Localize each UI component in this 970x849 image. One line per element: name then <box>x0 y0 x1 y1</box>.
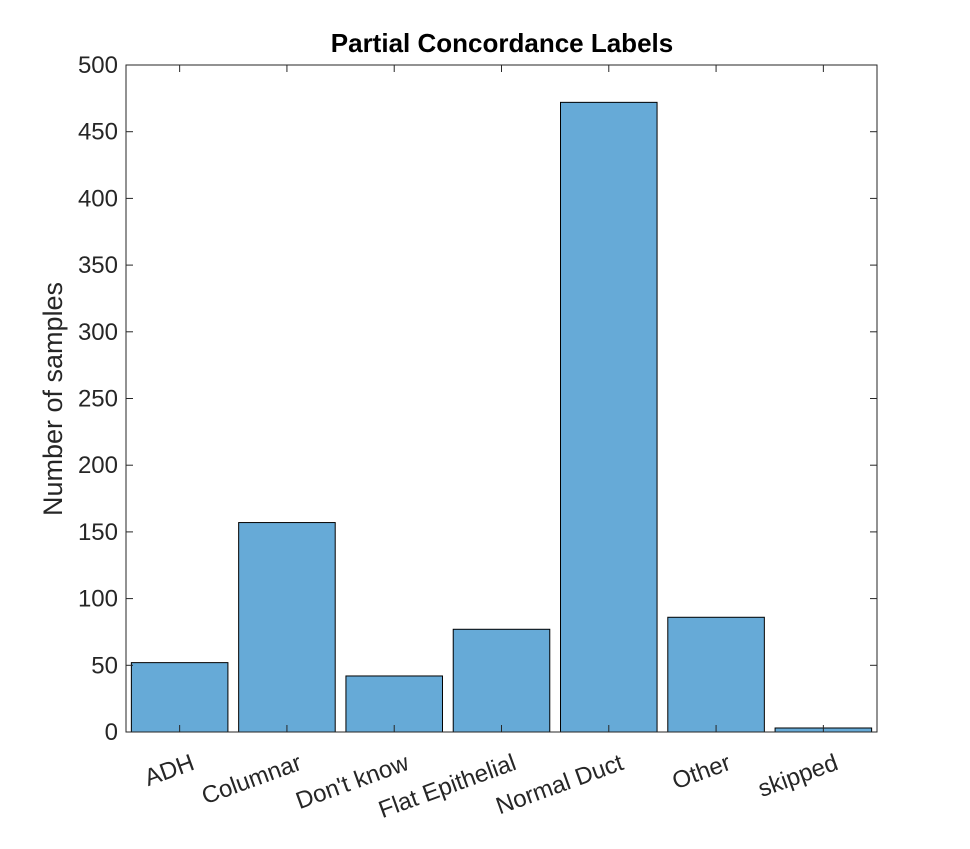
y-tick-label: 400 <box>78 185 118 212</box>
bar-adh <box>130 662 229 733</box>
bar-other <box>667 616 765 733</box>
bar-flat-epithelial <box>452 628 551 733</box>
chart-title: Partial Concordance Labels <box>331 28 673 58</box>
bar-columnar <box>238 522 336 733</box>
y-tick-label: 300 <box>78 319 118 346</box>
y-tick-label: 150 <box>78 519 118 546</box>
y-tick-label: 450 <box>78 119 118 146</box>
x-tick-label: Other <box>669 749 735 795</box>
bars-layer <box>130 101 873 733</box>
x-tick-label: ADH <box>141 749 198 792</box>
x-tick-label: skipped <box>755 749 842 803</box>
y-tick-label: 500 <box>78 52 118 79</box>
y-ticks-layer: 0 50 100 150 200 250 300 350 400 450 500 <box>78 52 877 746</box>
y-tick-label: 0 <box>105 719 118 746</box>
y-axis-label: Number of samples <box>38 282 68 516</box>
y-tick-label: 50 <box>91 652 118 679</box>
x-tick-label: Columnar <box>198 749 305 810</box>
bar-normal-duct <box>560 101 658 733</box>
y-tick-label: 250 <box>78 386 118 413</box>
y-tick-label: 200 <box>78 452 118 479</box>
bar-don-t-know <box>345 675 443 733</box>
y-tick-label: 100 <box>78 586 118 613</box>
y-tick-label: 350 <box>78 252 118 279</box>
